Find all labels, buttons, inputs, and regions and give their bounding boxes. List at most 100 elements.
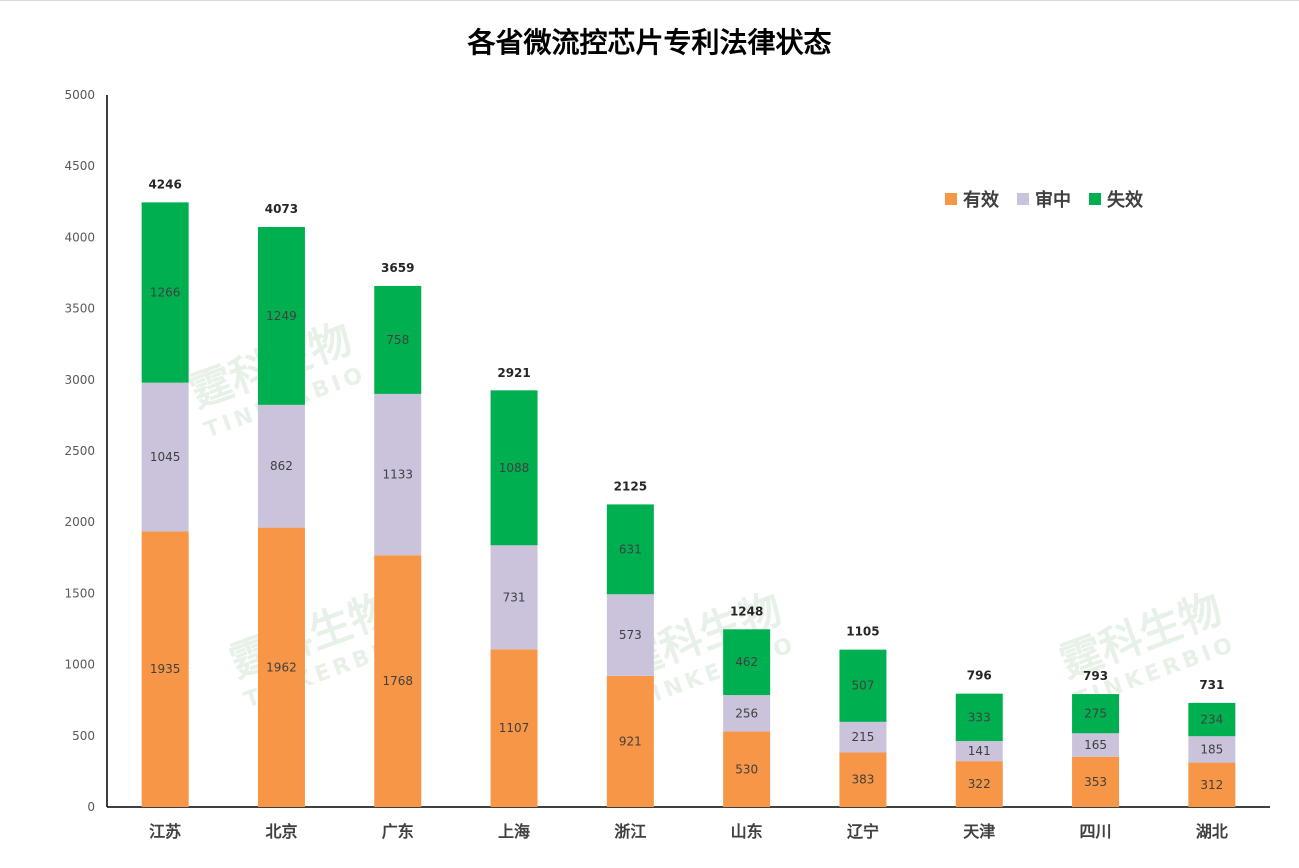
x-tick-label: 湖北 [1196, 822, 1228, 841]
y-tick-label: 3000 [64, 373, 95, 387]
data-label: 353 [1084, 775, 1107, 789]
data-label: 1266 [150, 286, 181, 300]
total-label: 1105 [846, 625, 879, 639]
bar-segment [1188, 736, 1236, 763]
data-label: 1088 [499, 461, 530, 475]
bar-segment [955, 761, 1003, 807]
data-label: 758 [386, 333, 409, 347]
data-label: 322 [968, 777, 991, 791]
data-label: 1045 [150, 450, 181, 464]
data-label: 507 [851, 679, 874, 693]
bar-segment [374, 285, 422, 394]
data-label: 275 [1084, 707, 1107, 721]
x-tick-label: 辽宁 [847, 822, 879, 841]
bar-segment [839, 721, 887, 753]
bar-segment [1072, 756, 1120, 807]
bar-segment [141, 202, 189, 383]
total-label: 796 [967, 669, 992, 683]
data-label: 383 [851, 773, 874, 787]
data-label: 573 [619, 628, 642, 642]
y-tick-label: 4500 [64, 159, 95, 173]
bar-segment [1072, 733, 1120, 757]
bar-segment [955, 741, 1003, 762]
bar-segment [723, 695, 771, 732]
x-tick-label: 山东 [731, 822, 763, 841]
legend-item-invalid: 失效 [1089, 186, 1143, 212]
bar-segment [606, 675, 654, 807]
bar-segment [839, 649, 887, 722]
data-label: 1107 [499, 721, 530, 735]
legend: 有效 审中 失效 [945, 186, 1143, 212]
y-tick-label: 2000 [64, 515, 95, 529]
legend-swatch [945, 193, 957, 205]
bar-segment [490, 390, 538, 546]
total-label: 793 [1083, 669, 1108, 683]
data-label: 731 [503, 590, 526, 604]
data-label: 141 [968, 744, 991, 758]
y-tick-label: 4000 [64, 230, 95, 244]
bar-segment [374, 555, 422, 807]
bar-segment [606, 504, 654, 595]
chart-title: 各省微流控芯片专利法律状态 [467, 26, 832, 59]
total-label: 2125 [614, 479, 647, 493]
legend-label: 失效 [1107, 190, 1143, 211]
bar-segment [606, 594, 654, 676]
y-tick-label: 3500 [64, 302, 95, 316]
bar-segment [257, 404, 305, 528]
data-label: 1768 [382, 674, 413, 688]
data-label: 862 [270, 459, 293, 473]
bar-segment [490, 649, 538, 807]
data-label: 921 [619, 734, 642, 748]
bar-segment [141, 382, 189, 532]
y-tick-label: 500 [72, 729, 95, 743]
data-label: 462 [735, 655, 758, 669]
total-label: 4246 [148, 177, 181, 191]
data-label: 1249 [266, 309, 297, 323]
bar-segment [490, 545, 538, 650]
x-tick-label: 广东 [382, 822, 414, 841]
data-label: 631 [619, 542, 642, 556]
legend-swatch [1017, 193, 1029, 205]
data-label: 1133 [382, 468, 413, 482]
y-tick-label: 2500 [64, 444, 95, 458]
bar-segment [723, 731, 771, 807]
x-tick-label: 江苏 [149, 822, 181, 841]
y-tick-label: 1500 [64, 586, 95, 600]
x-tick-label: 上海 [498, 822, 530, 841]
bar-segment [141, 531, 189, 807]
total-label: 2921 [497, 366, 530, 380]
x-tick-label: 北京 [265, 822, 297, 841]
bar-segment [257, 527, 305, 807]
legend-item-pending: 审中 [1017, 186, 1071, 212]
x-tick-label: 四川 [1080, 822, 1112, 841]
total-label: 3659 [381, 261, 414, 275]
bar-segment [955, 693, 1003, 742]
data-label: 215 [851, 730, 874, 744]
x-tick-label: 天津 [963, 822, 995, 841]
legend-item-valid: 有效 [945, 186, 999, 212]
data-label: 1935 [150, 662, 181, 676]
bar-segment [1188, 702, 1236, 737]
data-label: 530 [735, 762, 758, 776]
data-label: 1962 [266, 660, 297, 674]
x-tick-label: 浙江 [614, 822, 646, 841]
bar-segment [374, 393, 422, 556]
total-label: 4073 [265, 202, 298, 216]
total-label: 731 [1199, 678, 1224, 692]
bar-segment [723, 629, 771, 696]
bar-segment [257, 227, 305, 405]
bar-segment [1072, 694, 1120, 734]
y-tick-label: 1000 [64, 658, 95, 672]
legend-swatch [1089, 193, 1101, 205]
legend-label: 有效 [963, 190, 999, 211]
y-tick-label: 0 [87, 800, 95, 814]
data-label: 256 [735, 706, 758, 720]
y-tick-label: 5000 [64, 88, 95, 102]
data-label: 312 [1200, 778, 1223, 792]
data-label: 185 [1200, 742, 1223, 756]
total-label: 1248 [730, 604, 763, 618]
data-label: 333 [968, 710, 991, 724]
legend-label: 审中 [1035, 190, 1071, 211]
